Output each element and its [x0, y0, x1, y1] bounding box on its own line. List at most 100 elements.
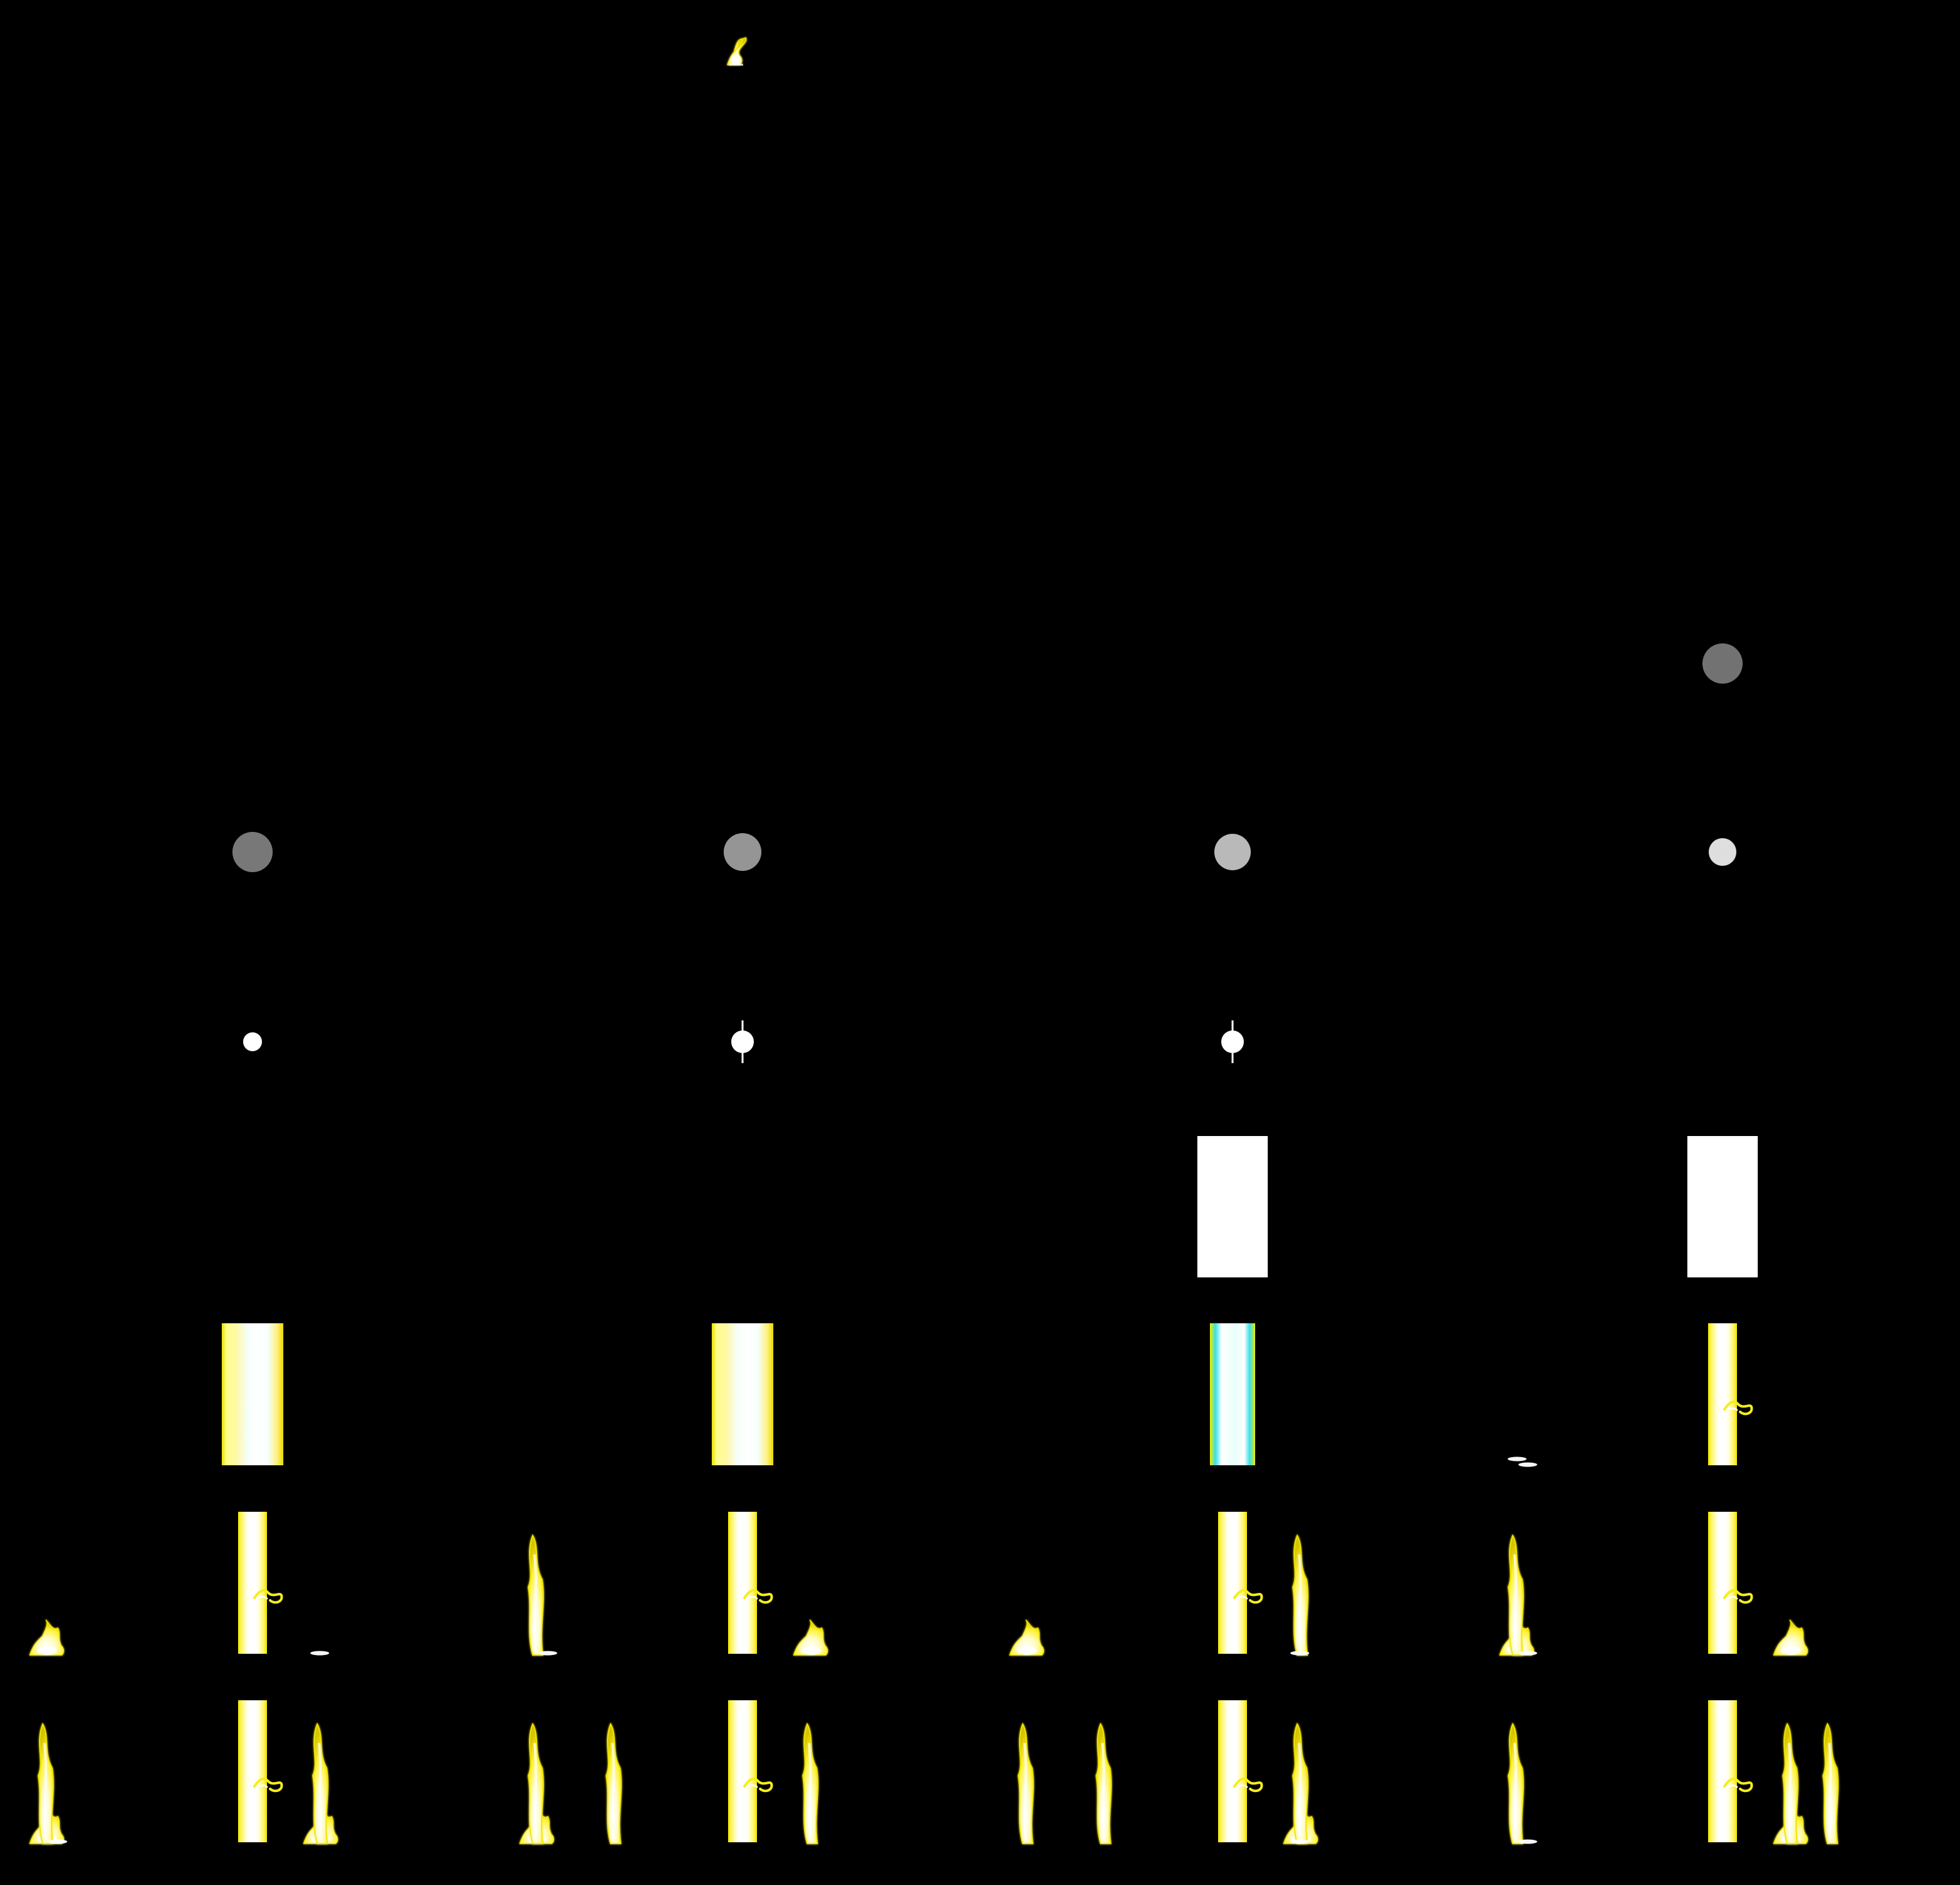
ember-right — [310, 1651, 329, 1656]
pillar-curl — [251, 1589, 283, 1605]
sprite-r6-c3-white-block — [1687, 1136, 1758, 1277]
side-flame-left-core — [37, 1646, 57, 1655]
pillar-curl — [1231, 1778, 1263, 1793]
sprite-r8-c3-thin-pillar — [1499, 1512, 1809, 1656]
pillar-curl — [741, 1778, 773, 1793]
tall-flame-right-core — [1788, 1742, 1792, 1839]
white-block-shape — [1687, 1136, 1758, 1277]
tall-flame-left — [1507, 1534, 1524, 1656]
ember-left — [1518, 1839, 1537, 1844]
pillar-curl-swirl — [1723, 1778, 1753, 1793]
side-flame-right — [793, 1619, 829, 1656]
pillar-curl — [251, 1778, 283, 1793]
tall-flame-right-core — [318, 1742, 322, 1839]
pillar-curl-swirl — [1723, 1401, 1753, 1416]
tall-flame-right — [312, 1722, 329, 1844]
pillar-curl-swirl — [1233, 1778, 1263, 1793]
sprite-r9-c2-thin-pillar — [1017, 1700, 1319, 1844]
pillar-curl-swirl — [253, 1589, 283, 1604]
pillar-curl — [1721, 1401, 1753, 1416]
side-flame-left-core — [1017, 1646, 1037, 1655]
side-flame-left — [1009, 1619, 1045, 1656]
wide-pillar-shape — [222, 1323, 283, 1465]
pillar-curl-highlight — [741, 1595, 758, 1605]
pillar-curl — [1231, 1589, 1263, 1605]
thin-pillar-core — [1719, 1512, 1726, 1654]
spark-cross-center — [1221, 1030, 1244, 1053]
thin-pillar-core — [249, 1512, 256, 1654]
side-flame-left-shape — [1009, 1619, 1045, 1656]
sprite-r8-c0-thin-pillar — [29, 1512, 329, 1656]
ember-right — [1290, 1839, 1309, 1844]
tall-flame-right-far — [1822, 1722, 1839, 1844]
tall-flame-left-near — [1095, 1722, 1112, 1844]
sprite-r7-c2-cyan-pillar — [1210, 1323, 1255, 1465]
white-block-shape — [1197, 1136, 1268, 1277]
orb-shape — [724, 833, 761, 871]
sprite-r8-c2-thin-pillar — [1009, 1512, 1309, 1656]
tall-flame-left-core — [1513, 1554, 1517, 1651]
sprite-r5-c1-spark-cross — [731, 1020, 754, 1063]
thin-pillar-core — [739, 1700, 746, 1842]
thin-pillar-core — [1229, 1700, 1236, 1842]
thin-pillar-core — [739, 1512, 746, 1654]
pillar-curl — [1721, 1778, 1753, 1793]
pillar-curl-swirl — [253, 1778, 283, 1793]
thin-pillar-core — [1719, 1323, 1726, 1465]
pillar-curl-swirl — [1233, 1589, 1263, 1604]
tall-flame-left — [527, 1534, 544, 1656]
tall-flame-left — [1507, 1722, 1524, 1844]
small-flame-shape-core — [731, 56, 739, 65]
tall-flame-left-near — [605, 1722, 622, 1844]
cyan-pillar-shape — [1210, 1323, 1255, 1465]
orb-shape — [1214, 834, 1251, 870]
side-flame-right-shape — [793, 1619, 829, 1656]
sprite-r4-c3-orb — [1709, 838, 1736, 866]
wide-pillar-shape — [712, 1323, 773, 1465]
side-flame-right-core — [801, 1646, 821, 1655]
sprite-r7-c1-wide-pillar — [712, 1323, 773, 1465]
side-flame-right-core — [1781, 1646, 1801, 1655]
sprite-r7-c3-thin-pillar — [1508, 1323, 1753, 1467]
pillar-curl-highlight — [1231, 1784, 1248, 1793]
pillar-curl — [741, 1589, 773, 1605]
sprite-r9-c1-thin-pillar — [519, 1700, 819, 1844]
tall-flame-left — [1017, 1722, 1034, 1844]
pillar-curl-highlight — [741, 1784, 758, 1793]
pillar-curl-highlight — [251, 1595, 268, 1605]
pillar-curl — [1721, 1589, 1753, 1605]
pillar-curl-highlight — [1231, 1595, 1248, 1605]
ember-left — [1518, 1651, 1537, 1656]
tall-flame-left-near-core — [1101, 1742, 1105, 1839]
tall-flame-right — [1292, 1534, 1309, 1656]
pillar-curl-swirl — [743, 1778, 773, 1793]
pillar-curl-highlight — [1721, 1407, 1738, 1416]
sprite-r8-c1-thin-pillar — [527, 1512, 829, 1656]
pillar-curl-highlight — [1721, 1595, 1738, 1605]
tall-flame-left-core — [43, 1742, 47, 1839]
orb-shape — [232, 832, 273, 872]
spark-center — [243, 1032, 262, 1051]
sprite-r7-c0-wide-pillar — [222, 1323, 283, 1465]
ember-left — [48, 1839, 67, 1844]
ember-row-7-left — [1508, 1456, 1527, 1462]
tall-flame-left-core — [1513, 1742, 1517, 1839]
tall-flame-right-core — [1298, 1742, 1302, 1839]
thin-pillar-core — [249, 1700, 256, 1842]
tall-flame-left — [37, 1722, 54, 1844]
side-flame-right-shape — [1773, 1619, 1809, 1656]
thin-pillar-core — [1229, 1512, 1236, 1654]
sprite-r4-c2-orb — [1214, 834, 1251, 870]
sprite-r5-c0-spark — [243, 1032, 262, 1051]
tall-flame-left-core — [533, 1742, 537, 1839]
pillar-curl-highlight — [1721, 1784, 1738, 1793]
sprite-grid — [29, 36, 1839, 1844]
spark-cross-center — [731, 1030, 754, 1053]
pillar-curl-swirl — [743, 1589, 773, 1604]
sprite-r4-c1-orb — [724, 833, 761, 871]
tall-flame-right — [802, 1722, 819, 1844]
tall-flame-left-core — [1023, 1742, 1027, 1839]
sprite-r6-c2-white-block — [1197, 1136, 1268, 1277]
side-flame-right — [1773, 1619, 1809, 1656]
